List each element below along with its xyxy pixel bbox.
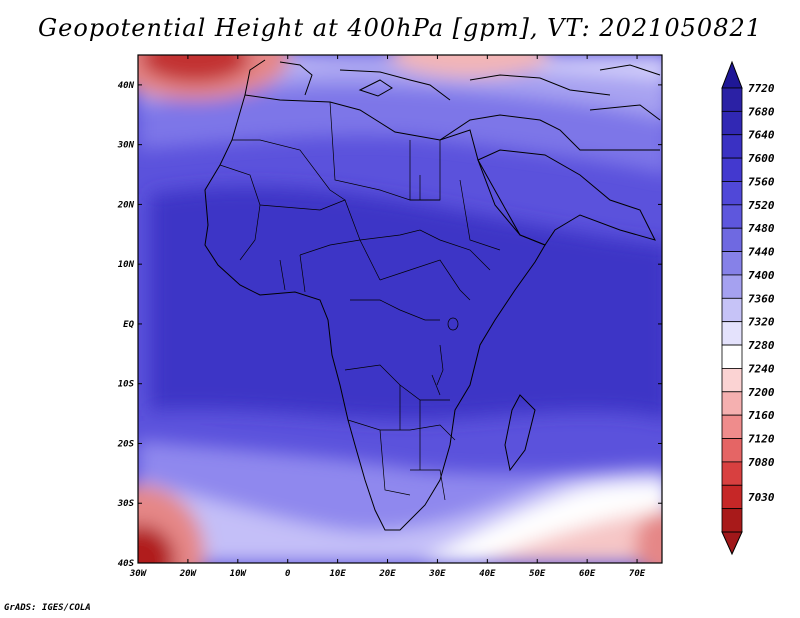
- coastlines: [204, 59, 661, 531]
- colorbar-label: 7280: [748, 339, 775, 352]
- lat-label: 10N: [118, 260, 135, 270]
- colorbar-swatch: [721, 274, 743, 299]
- lon-label: 50E: [529, 569, 546, 579]
- colorbar-label: 7030: [748, 491, 775, 504]
- lakes: [431, 317, 459, 396]
- colorbar-swatch: [721, 204, 743, 229]
- colorbar-label: 7200: [748, 386, 775, 399]
- grads-credit: GrADS: IGES/COLA: [4, 603, 91, 613]
- colorbar-swatch: [721, 344, 743, 369]
- colorbar-label: 7320: [748, 316, 775, 329]
- lat-label: 40S: [118, 559, 135, 569]
- colorbar-swatch: [721, 110, 743, 136]
- lat-label: 30S: [117, 499, 135, 509]
- lon-label: 0: [285, 569, 291, 579]
- colorbar-label: 7360: [748, 292, 775, 305]
- plot-frame: [137, 54, 663, 564]
- colorbar-label: 7160: [748, 409, 775, 422]
- colorbar-label: 7400: [748, 269, 775, 282]
- axis-ticks: [137, 55, 662, 564]
- lon-label: 10E: [329, 569, 346, 579]
- colorbar-swatch: [721, 321, 743, 346]
- lon-label: 60E: [579, 569, 596, 579]
- colorbar-swatch: [721, 368, 743, 393]
- lat-label: 20S: [117, 439, 135, 449]
- colorbar-swatch: [721, 87, 743, 112]
- colorbar-swatch: [721, 181, 743, 206]
- colorbar-label: 7640: [748, 129, 775, 142]
- colorbar-label: 7120: [748, 433, 775, 446]
- lon-label: 20W: [179, 569, 198, 579]
- lon-label: 70E: [629, 569, 646, 579]
- colorbar-label: 7560: [748, 175, 775, 188]
- latitude-labels: 40N 30N 20N 10N EQ 10S 20S 30S 40S: [117, 81, 135, 569]
- colorbar-swatch: [721, 461, 743, 486]
- colorbar-bottom-arrow: [721, 531, 743, 556]
- lon-label: 20E: [378, 569, 396, 579]
- colorbar-label: 7680: [748, 105, 775, 118]
- lon-label: 40E: [479, 569, 496, 579]
- lat-label: EQ: [123, 320, 134, 330]
- colorbar-swatch: [721, 484, 743, 510]
- colorbar-swatch: [721, 391, 743, 416]
- colorbar-label: 7440: [748, 246, 775, 259]
- colorbar-swatch: [721, 134, 743, 159]
- chart-title: Geopotential Height at 400hPa [gpm], VT:…: [38, 14, 762, 42]
- colorbar-swatch: [721, 227, 743, 252]
- colorbar-swatch: [721, 508, 743, 533]
- colorbar-label: 7480: [748, 222, 775, 235]
- colorbar-swatch: [721, 297, 743, 323]
- colorbar-top-arrow: [721, 60, 743, 89]
- colorbar-label: 7240: [748, 362, 775, 375]
- lon-label: 10W: [230, 569, 248, 579]
- colorbar-label: 7720: [748, 82, 775, 95]
- lat-label: 40N: [118, 81, 135, 91]
- colorbar-swatch: [721, 438, 743, 463]
- geopotential-field: [138, 55, 662, 563]
- longitude-labels: 30W 20W 10W 0 10E 20E 30E 40E 50E 60E 70E: [129, 569, 646, 579]
- colorbar-swatch: [721, 414, 743, 439]
- colorbar-label: 7600: [748, 152, 775, 165]
- colorbar-swatch: [721, 157, 743, 182]
- lat-label: 10S: [118, 380, 135, 390]
- colorbar-swatch: [721, 251, 743, 276]
- colorbar-label: 7080: [748, 456, 775, 469]
- country-borders: [219, 101, 501, 501]
- lat-label: 20N: [117, 200, 135, 210]
- colorbar-label: 7520: [748, 199, 775, 212]
- lon-label: 30E: [428, 569, 446, 579]
- lon-label: 30W: [129, 569, 148, 579]
- lat-label: 30N: [117, 141, 135, 151]
- colorbar: 7720 7680 7640 7600 7560 7520 7480 7440 7400 7360…: [721, 60, 775, 556]
